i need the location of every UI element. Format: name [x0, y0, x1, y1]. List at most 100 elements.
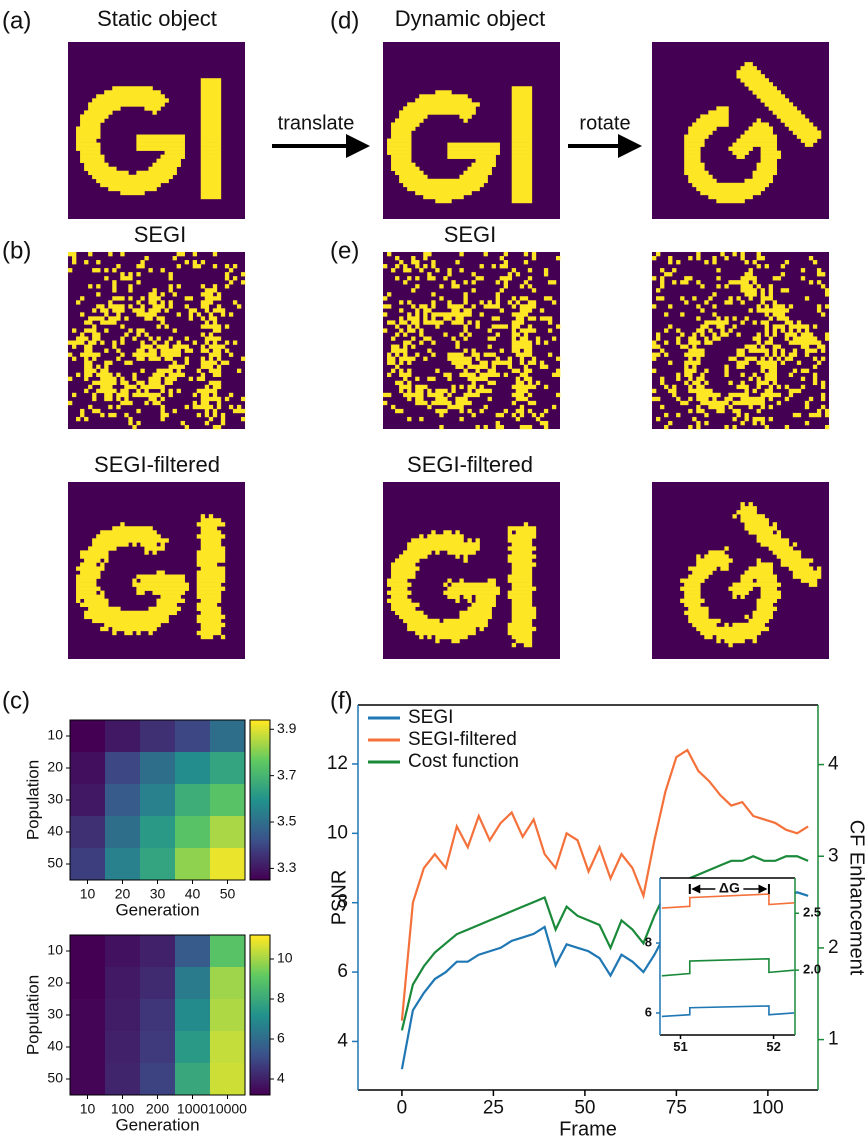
- image-pixels: [217, 357, 221, 361]
- image-pixels: [777, 554, 801, 558]
- image-pixels: [197, 575, 225, 579]
- image-pixels: [88, 102, 165, 106]
- image-pixels: [407, 187, 480, 191]
- image-pixels: [229, 393, 233, 397]
- image-pixels: [728, 357, 736, 361]
- heatmap-cell: [175, 784, 210, 816]
- image-pixels: [789, 341, 821, 345]
- image-pixels: [201, 131, 221, 135]
- image-pixels: [161, 268, 165, 272]
- image-pixels: [157, 369, 173, 373]
- image-pixels: [124, 397, 128, 401]
- image-pixels: [757, 579, 777, 583]
- y-axis-label: Population: [23, 975, 42, 1055]
- image-pixels: [173, 409, 177, 413]
- image-pixels: [544, 272, 548, 276]
- heatmap-cell: [210, 1063, 245, 1095]
- image-pixels: [96, 179, 169, 183]
- image-pixels: [144, 550, 148, 554]
- image-pixels: [544, 341, 548, 345]
- image-pixels: [213, 349, 221, 353]
- image-pixels: [512, 143, 532, 147]
- image-pixels: [419, 534, 423, 538]
- x-tick-label: 200: [146, 1101, 170, 1117]
- image-pixels: [455, 365, 463, 369]
- image-pixels: [391, 349, 407, 353]
- image-pixels: [120, 341, 124, 345]
- image-pixels: [383, 312, 387, 316]
- image-pixels: [213, 393, 217, 397]
- image-pixels: [652, 256, 656, 260]
- image-pixels: [704, 381, 708, 385]
- image-pixels: [652, 276, 656, 280]
- image-pixels: [201, 393, 209, 397]
- x-tick-label: 51: [673, 1039, 687, 1054]
- image-pixels: [528, 316, 536, 320]
- image-pixels: [805, 349, 817, 353]
- image-pixels: [512, 332, 520, 336]
- image-pixels: [504, 280, 508, 284]
- image-pixels: [100, 341, 104, 345]
- image-pixels: [789, 393, 793, 397]
- image-pixels: [761, 587, 777, 591]
- image-pixels: [84, 373, 92, 377]
- image-pixels: [684, 583, 700, 587]
- image-pixels: [96, 284, 100, 288]
- image-pixels: [797, 135, 821, 139]
- image-pixels: [680, 332, 684, 336]
- image-pixels: [813, 260, 817, 264]
- image-pixels: [552, 373, 560, 377]
- image-pixels: [520, 357, 524, 361]
- image-pixels: [817, 268, 821, 272]
- image-pixels: [552, 405, 556, 409]
- image-pixels: [120, 522, 124, 526]
- image-pixels: [157, 603, 177, 607]
- image-pixels: [532, 413, 536, 417]
- image-pixels: [451, 280, 455, 284]
- heatmap-cell: [70, 848, 105, 880]
- image-pixels: [769, 385, 773, 389]
- image-pixels: [765, 324, 769, 328]
- image-pixels: [668, 361, 672, 365]
- image-pixels: [177, 369, 181, 373]
- image-pixels: [745, 82, 773, 86]
- image-pixels: [540, 421, 548, 425]
- image-pixels: [512, 349, 520, 353]
- heatmap-cell: [175, 967, 210, 999]
- image-pixels: [765, 328, 769, 332]
- image-pixels: [201, 171, 221, 175]
- image-pixels: [516, 381, 524, 385]
- image-pixels: [104, 312, 108, 316]
- heatmap-cell: [175, 999, 210, 1031]
- image-pixels: [728, 587, 752, 591]
- image-pixels: [660, 268, 664, 272]
- image-pixels: [217, 405, 221, 409]
- image-pixels: [201, 86, 221, 90]
- image-pixels: [664, 413, 668, 417]
- image-pixels: [399, 554, 427, 558]
- image-pixels: [777, 530, 781, 534]
- image-pixels: [463, 393, 479, 397]
- image-pixels: [112, 268, 116, 272]
- image-pixels: [415, 308, 419, 312]
- image-pixels: [201, 292, 213, 296]
- image-pixels: [512, 615, 536, 619]
- image-pixels: [732, 591, 748, 595]
- image-pixels: [508, 272, 512, 276]
- image-pixels: [144, 389, 148, 393]
- image-pixels: [435, 397, 447, 401]
- image-pixels: [736, 361, 748, 365]
- image-pixels: [92, 542, 129, 546]
- image-pixels: [728, 381, 732, 385]
- image-pixels: [769, 106, 797, 110]
- image-pixels: [185, 304, 189, 308]
- image-pixels: [692, 183, 769, 187]
- image-pixels: [741, 575, 778, 579]
- image-pixels: [241, 272, 245, 276]
- image-pixels: [769, 288, 773, 292]
- image-pixels: [463, 280, 467, 284]
- image-pixels: [451, 583, 496, 587]
- image-pixels: [201, 122, 221, 126]
- image-pixels: [233, 300, 237, 304]
- image-pixels: [512, 183, 532, 187]
